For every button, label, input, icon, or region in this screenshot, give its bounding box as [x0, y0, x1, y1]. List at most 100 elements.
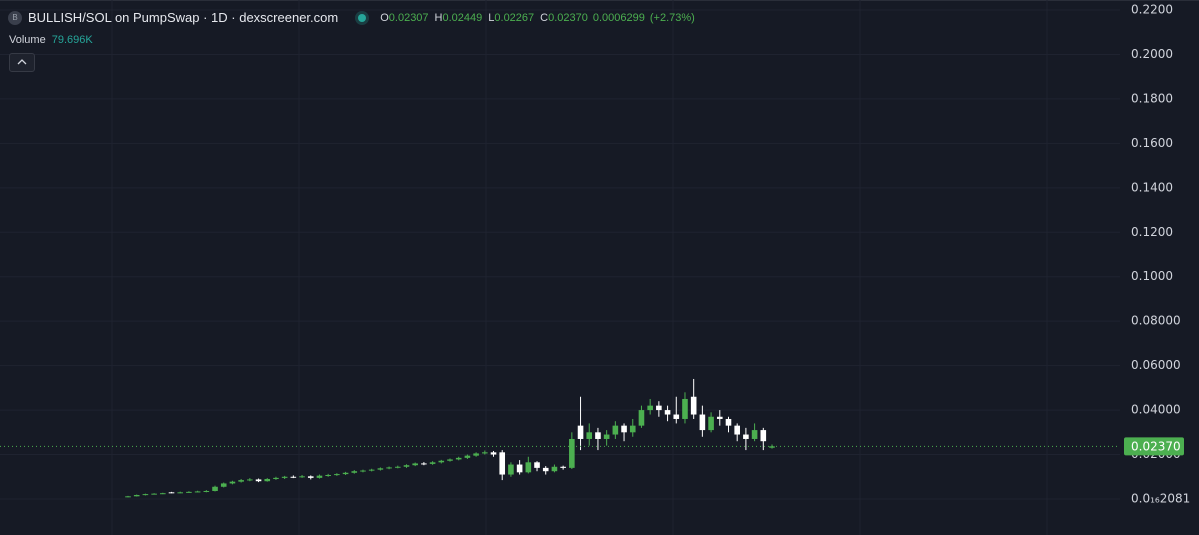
- ohlc-key: L: [488, 11, 495, 24]
- candle-body: [281, 476, 288, 478]
- volume-label: Volume: [9, 34, 46, 46]
- ohlc-key: H: [434, 11, 443, 24]
- y-tick-label: 0.1600: [1131, 136, 1173, 150]
- candle-body: [421, 463, 427, 465]
- y-tick-label: 0.1400: [1131, 180, 1173, 194]
- candle-body: [673, 414, 680, 419]
- candle-body: [516, 464, 523, 473]
- y-tick-label: 0.1000: [1131, 269, 1173, 283]
- candle-body: [699, 414, 706, 431]
- candle-body: [316, 475, 323, 478]
- candle-body: [203, 490, 210, 492]
- ohlc-value: 0.02449: [442, 11, 483, 24]
- last-price-label: 0.02370: [1131, 439, 1181, 453]
- candle-body: [220, 483, 227, 487]
- candle-body: [656, 405, 662, 411]
- y-tick-label: 0.1800: [1131, 91, 1173, 105]
- y-tick-label: 0.2200: [1131, 3, 1173, 17]
- candle-body: [273, 477, 279, 479]
- token-icon: B: [8, 10, 22, 25]
- candle-body: [464, 455, 471, 458]
- candle-body: [473, 453, 479, 456]
- ohlc-key: C: [540, 11, 549, 24]
- candle-body: [368, 469, 375, 471]
- candle-body: [238, 480, 244, 482]
- status-dot: [358, 13, 367, 22]
- chart-title: BULLISH/SOL on PumpSwap · 1D · dexscreen…: [28, 10, 339, 25]
- vertical-grid: [111, 0, 1048, 535]
- candle-body: [447, 459, 453, 461]
- candle-body: [360, 470, 366, 472]
- ohlc-value: 0.02267: [494, 11, 535, 24]
- candle-body: [577, 425, 584, 439]
- candle-body: [151, 493, 157, 495]
- candle-body: [290, 476, 297, 478]
- candle-body: [342, 472, 349, 475]
- candle-body: [482, 452, 488, 454]
- candle-body: [168, 492, 175, 494]
- candle-body: [194, 491, 201, 493]
- candle-body: [403, 465, 410, 467]
- collapse-button[interactable]: [9, 53, 35, 72]
- last-price-tag: [1124, 437, 1184, 456]
- candle-body: [186, 491, 192, 493]
- candle-body: [334, 474, 340, 476]
- candle-body: [429, 462, 436, 464]
- ohlc-key: O: [380, 11, 389, 24]
- candle-body: [525, 462, 532, 473]
- candle-body: [133, 494, 140, 497]
- candle-body: [708, 416, 714, 431]
- candle-body: [586, 432, 593, 439]
- candle-body: [569, 438, 575, 468]
- candle-body: [212, 486, 218, 491]
- chevron: [17, 59, 27, 65]
- candle-body: [125, 496, 131, 498]
- header-row: B BULLISH/SOL on PumpSwap · 1D · dexscre…: [8, 10, 695, 25]
- candle-body: [299, 476, 305, 478]
- candle-body: [560, 466, 566, 468]
- candle-body: [629, 425, 636, 433]
- candle-body: [177, 492, 184, 494]
- candle-body: [542, 467, 549, 472]
- candle-body: [142, 494, 149, 496]
- candle-body: [455, 457, 462, 460]
- y-tick-label: 0.04000: [1131, 403, 1181, 417]
- volume-value: 79.696K: [51, 34, 93, 46]
- candle-body: [264, 478, 271, 482]
- candle-body: [325, 474, 331, 476]
- candle-body: [595, 432, 601, 439]
- candle-body: [534, 462, 540, 468]
- candle-body: [412, 463, 418, 466]
- candle-body: [751, 430, 758, 439]
- candle-body: [377, 468, 384, 470]
- candle-body: [743, 434, 749, 439]
- candle-body: [760, 430, 767, 442]
- y-axis: 0.2200 0.2000 0.1800 0.1600 0.1400 0.1200 0.10…: [1124, 3, 1190, 505]
- candle-body: [612, 425, 619, 435]
- candle-body: [725, 418, 732, 426]
- change-pct: (+2.73%): [649, 11, 695, 24]
- candle-body: [716, 416, 723, 419]
- candle-body: [621, 425, 627, 433]
- candle-body: [647, 405, 653, 411]
- candle-body: [247, 479, 253, 481]
- candle-body: [551, 466, 558, 472]
- legend-header: B BULLISH/SOL on PumpSwap · 1D · dexscre…: [0, 0, 800, 72]
- candle-body: [690, 396, 697, 415]
- candle-body: [769, 446, 775, 448]
- y-tick-label: 0.2000: [1131, 47, 1173, 61]
- candle-body: [160, 493, 166, 495]
- candle-body: [499, 452, 506, 475]
- y-tick-label: 0.06000: [1131, 358, 1181, 372]
- candle-body: [394, 466, 401, 468]
- y-tick-label: 0.08000: [1131, 314, 1181, 328]
- grid: [0, 9, 1120, 500]
- ohlc-value: 0.02370: [548, 11, 588, 24]
- candle-body: [734, 425, 740, 435]
- candles: [0, 378, 1120, 498]
- candle-body: [638, 410, 645, 426]
- candle-body: [603, 434, 610, 439]
- candle-body: [351, 471, 358, 473]
